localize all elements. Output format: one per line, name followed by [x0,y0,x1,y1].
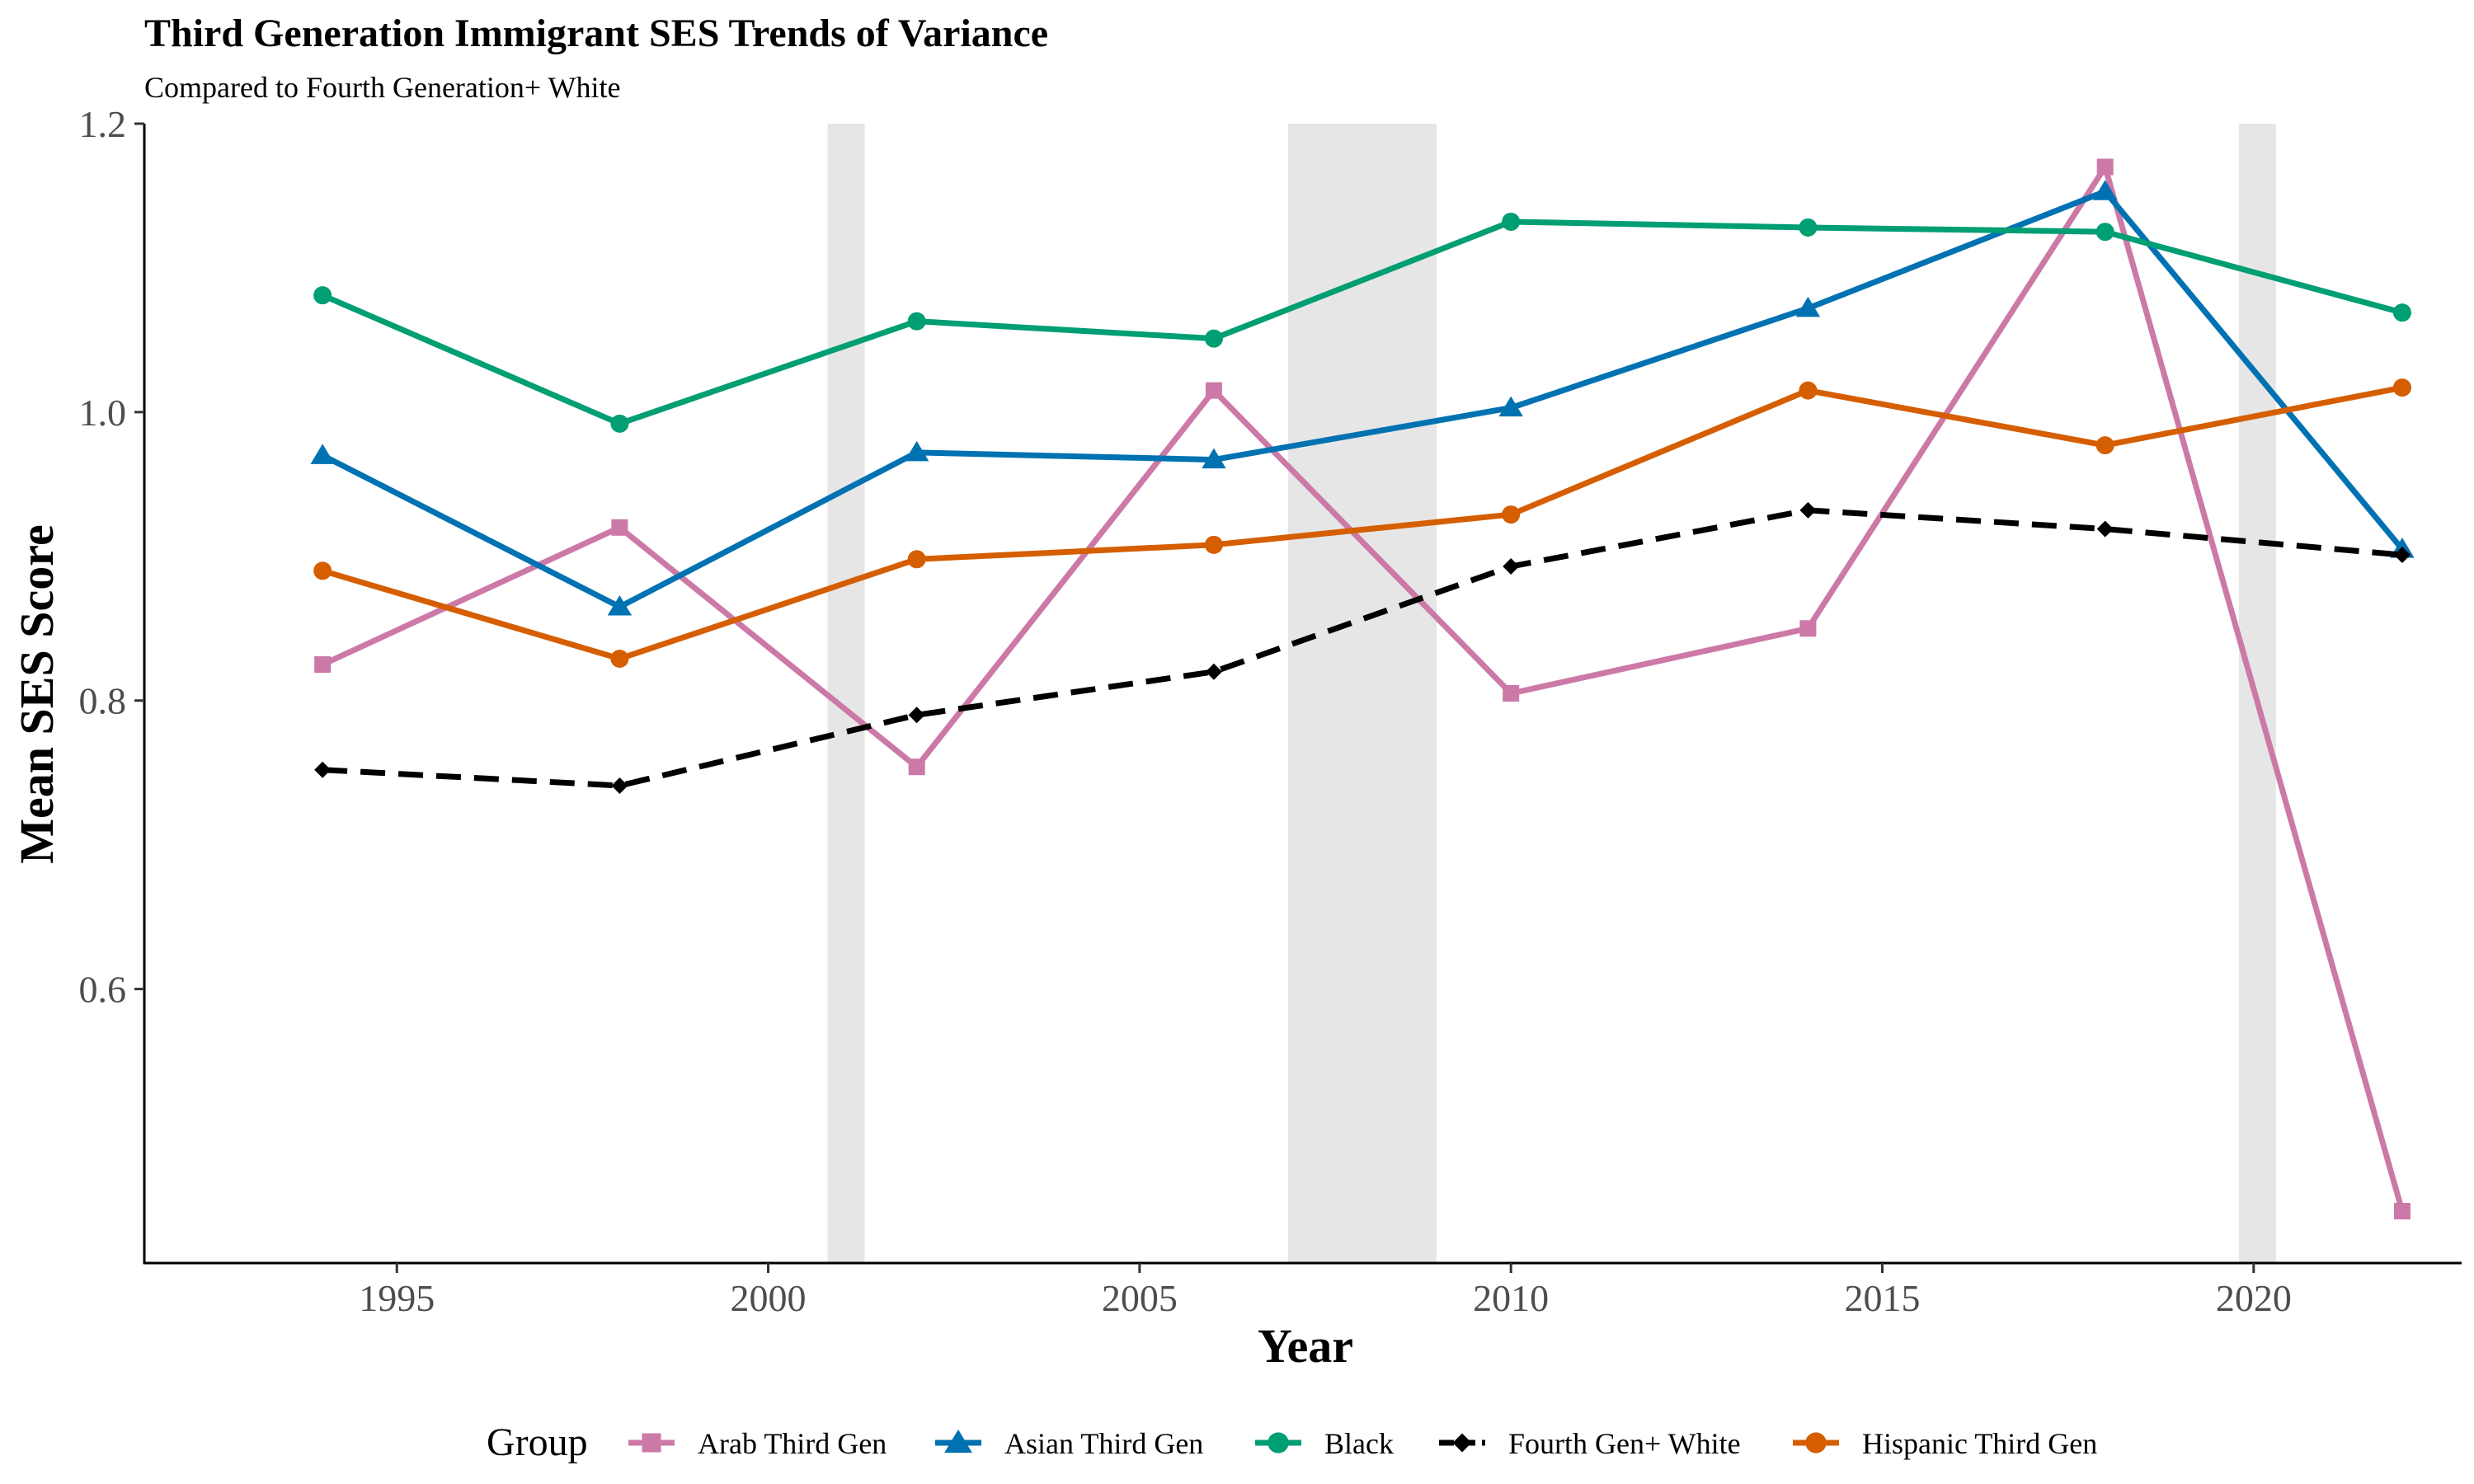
legend-label-black: Black [1324,1427,1394,1460]
legend-item-hispanic-third-gen: Hispanic Third Gen [1793,1427,2097,1460]
point-black-1994 [313,286,332,305]
point-fourth-gen-white-1998 [611,777,628,794]
point-arab-third-gen-2014 [1799,620,1817,637]
point-fourth-gen-white-2018 [2096,520,2114,538]
point-arab-third-gen-1998 [611,519,628,536]
legend-key-marker-arab-third-gen [642,1433,661,1453]
point-black-2010 [1502,212,1521,231]
x-axis-title: Year [1258,1319,1353,1373]
point-hispanic-third-gen-2022 [2392,378,2411,397]
legend-label-hispanic-third-gen: Hispanic Third Gen [1862,1427,2097,1460]
legend-key-marker-black [1268,1432,1289,1453]
y-tick-label-0: 0.6 [79,969,127,1011]
point-black-1998 [610,414,629,433]
y-axis-title: Mean SES Score [10,524,63,863]
point-hispanic-third-gen-2014 [1799,381,1818,400]
x-tick-label-2: 2005 [1102,1277,1178,1319]
y-tick-label-1: 0.8 [79,680,127,722]
point-hispanic-third-gen-1994 [313,561,332,580]
point-asian-third-gen-2006 [1202,448,1226,469]
legend-item-black: Black [1255,1427,1394,1460]
shaded-period-1 [1287,124,1437,1263]
point-black-2014 [1799,218,1818,237]
point-arab-third-gen-1994 [314,656,332,674]
point-asian-third-gen-1998 [607,595,633,616]
chart-title: Third Generation Immigrant SES Trends of… [144,12,1048,55]
point-black-2006 [1204,329,1223,348]
shaded-period-0 [827,124,865,1263]
series-line-black [321,218,2403,427]
legend: Group Arab Third Gen Asian Third Gen Black… [487,1421,2097,1464]
point-fourth-gen-white-2014 [1799,501,1817,519]
point-arab-third-gen-2002 [908,758,925,776]
point-arab-third-gen-2006 [1205,382,1222,399]
legend-key-marker-hispanic-third-gen [1805,1432,1827,1453]
legend-key-marker-fourth-gen-white [1452,1433,1472,1453]
point-asian-third-gen-2010 [1498,396,1523,417]
point-asian-third-gen-2018 [2092,180,2118,200]
legend-title: Group [487,1421,588,1464]
point-hispanic-third-gen-2006 [1204,535,1223,554]
point-black-2018 [2095,223,2114,242]
series-black [313,212,2411,433]
y-tick-label-3: 1.2 [79,103,127,145]
series-line-fourth-gen-white [322,507,2403,789]
chart-subtitle: Compared to Fourth Generation+ White [144,71,621,104]
shaded-periods [827,124,2276,1263]
legend-key-marker-asian-third-gen [944,1429,972,1453]
point-fourth-gen-white-2010 [1503,558,1520,575]
legend-item-fourth-gen-white: Fourth Gen+ White [1439,1427,1741,1460]
x-tick-label-4: 2015 [1845,1277,1921,1319]
series-line-arab-third-gen [321,163,2406,1212]
point-arab-third-gen-2010 [1503,685,1520,702]
point-asian-third-gen-1994 [310,444,335,464]
point-fourth-gen-white-2002 [908,707,925,724]
legend-label-asian-third-gen: Asian Third Gen [1004,1427,1203,1460]
series-line-hispanic-third-gen [322,384,2403,662]
x-tick-label-5: 2020 [2216,1277,2292,1319]
legend-label-fourth-gen-white: Fourth Gen+ White [1508,1427,1741,1460]
point-arab-third-gen-2022 [2393,1203,2411,1220]
point-hispanic-third-gen-2018 [2095,436,2114,455]
point-fourth-gen-white-2006 [1205,663,1222,680]
axes: 1995 2000 2005 2010 2015 2020 0.6 0.8 1.0 1.2 [79,103,2462,1319]
x-tick-label-0: 1995 [359,1277,435,1319]
point-asian-third-gen-2002 [904,440,929,462]
point-arab-third-gen-2018 [2096,158,2114,176]
point-hispanic-third-gen-2002 [907,550,926,569]
legend-item-arab-third-gen: Arab Third Gen [628,1427,887,1460]
point-fourth-gen-white-2022 [2393,547,2411,564]
point-hispanic-third-gen-2010 [1502,505,1521,524]
x-tick-label-3: 2010 [1473,1277,1549,1319]
x-tick-label-1: 2000 [731,1277,807,1319]
series-layer [310,158,2415,1220]
series-hispanic-third-gen [313,378,2411,669]
y-tick-label-2: 1.0 [79,392,127,434]
series-arab-third-gen [314,158,2411,1220]
series-fourth-gen-white [314,501,2411,794]
legend-item-asian-third-gen: Asian Third Gen [935,1427,1203,1460]
series-line-asian-third-gen [321,188,2405,610]
legend-label-arab-third-gen: Arab Third Gen [698,1427,887,1460]
point-black-2002 [907,312,926,331]
point-asian-third-gen-2014 [1795,296,1821,317]
point-fourth-gen-white-1994 [314,761,332,778]
point-black-2022 [2392,303,2411,322]
point-hispanic-third-gen-1998 [610,650,629,669]
